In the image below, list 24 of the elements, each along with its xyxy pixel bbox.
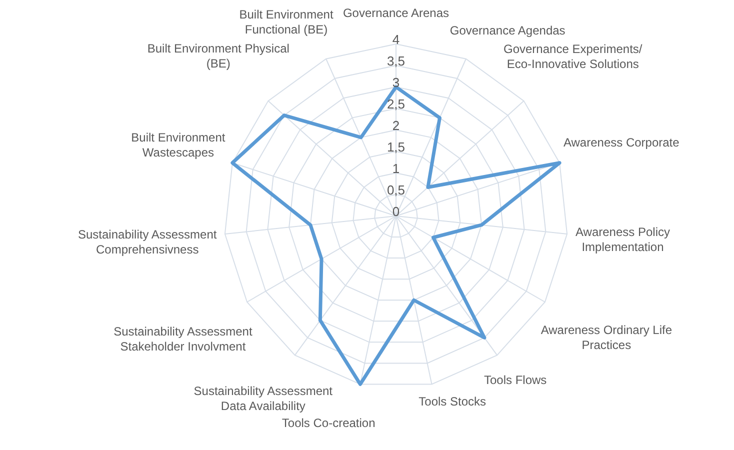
spoke-label: Awareness Ordinary Life Practices	[540, 322, 672, 352]
spoke-label: Sustainability Assessment Data Availability	[194, 384, 334, 414]
spoke-label: Built Environment Functional (BE)	[239, 8, 334, 37]
spoke-label: Built Environment Physical (BE)	[147, 41, 290, 70]
spoke-label: Tools Co-creation	[282, 416, 376, 430]
y-tick-label: 3,5	[386, 54, 406, 68]
spoke-label: Governance Agendas	[450, 23, 566, 38]
y-tick-label: 2	[392, 118, 400, 133]
y-tick-label: 0,5	[386, 182, 406, 198]
spoke-label: Tools Stocks	[418, 394, 486, 409]
spoke-label: Awareness Corporate	[563, 136, 680, 150]
spoke-label: Built Environment Wastescapes	[131, 130, 226, 160]
y-tick-label: 4	[392, 32, 400, 47]
y-tick-label: 3	[392, 75, 400, 90]
spoke-label: Tools Flows	[484, 372, 547, 387]
spoke-label: Awareness Policy Implementation	[576, 225, 670, 254]
y-tick-label: 1	[392, 161, 400, 176]
y-tick-label: 2,5	[386, 96, 406, 112]
spoke-label: Governance Experiments/Eco-Innovative Solutions	[504, 42, 643, 71]
y-tick-label: 0	[392, 204, 400, 219]
spoke-label: Sustainability Assessment Stakeholder Involvment	[114, 324, 253, 354]
y-tick-label: 1,5	[386, 140, 406, 154]
spoke-label: Sustainability Assessment Comprehensivness	[78, 227, 218, 256]
spoke-label: Governance Arenas	[342, 6, 450, 20]
